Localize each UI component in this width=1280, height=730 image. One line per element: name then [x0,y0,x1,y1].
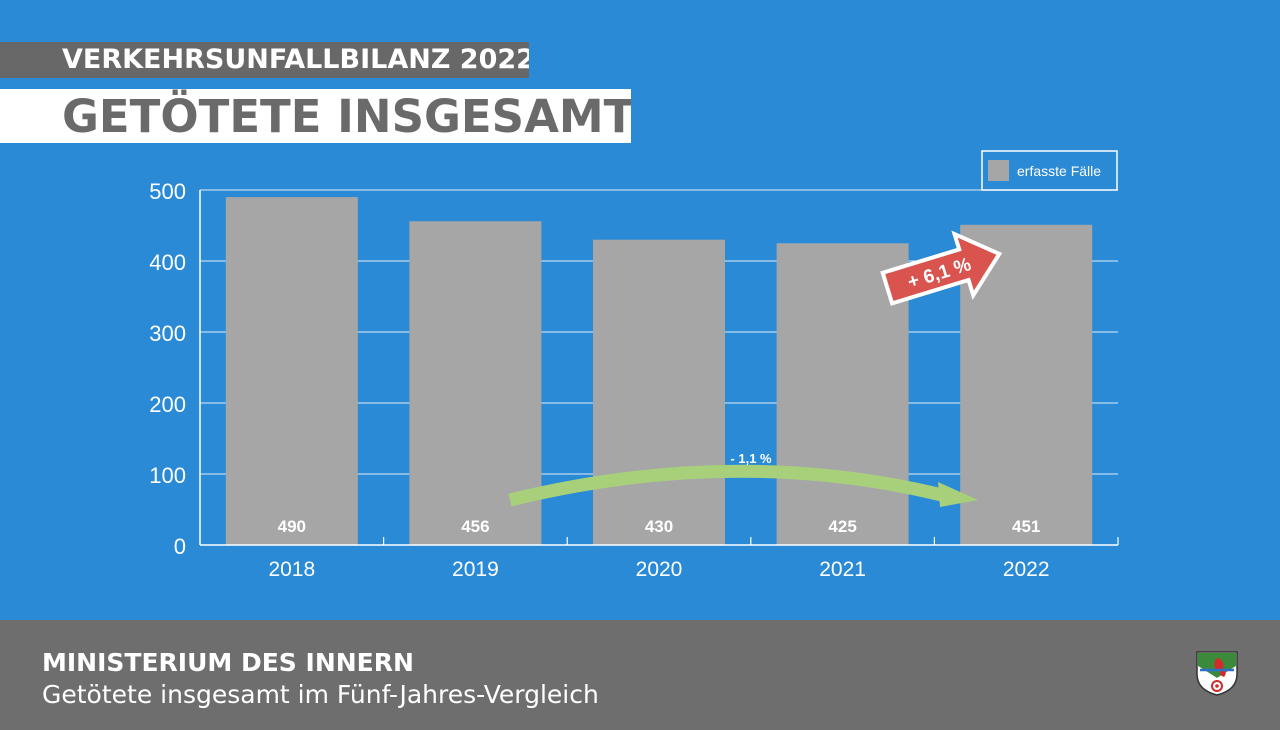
nrw-crest-icon [1196,651,1238,696]
data-label: 456 [461,517,489,536]
x-tick-label: 2022 [1003,558,1050,581]
y-tick-label: 300 [149,321,186,346]
data-label: 425 [828,517,856,536]
trend-arrow: - 1,1 % [508,451,978,507]
header-kicker: VERKEHRSUNFALLBILANZ 2022 [0,42,529,78]
y-tick-label: 200 [149,392,186,417]
y-tick-label: 0 [174,534,186,559]
x-tick-label: 2021 [819,558,866,581]
data-label: 490 [278,517,306,536]
x-tick-label: 2020 [636,558,683,581]
y-tick-label: 400 [149,250,186,275]
footer-subtitle: Getötete insgesamt im Fünf-Jahres-Vergle… [42,680,599,709]
y-tick-label: 500 [149,179,186,204]
y-tick-label: 100 [149,463,186,488]
axes: 0 100 200 300 400 500 2018 2019 2020 2021 2022 [149,179,1119,581]
bar [225,197,358,545]
legend: erfasste Fälle [981,150,1118,191]
bar [593,239,725,545]
data-label: 451 [1012,517,1040,536]
bar-chart: 490 456 430 425 451 0 100 200 300 400 500 2018 2019… [149,150,1119,581]
page-title: GETÖTETE INSGESAMT [0,89,631,143]
footer: MINISTERIUM DES INNERN Getötete insgesam… [0,620,1280,730]
bar [776,243,909,545]
footer-organization: MINISTERIUM DES INNERN [42,648,414,677]
bar-series: 490 456 430 425 451 [225,197,1093,546]
legend-label: erfasste Fälle [1017,163,1101,179]
data-label: 430 [645,517,673,536]
x-tick-label: 2019 [452,558,499,581]
bar [409,221,542,546]
x-tick-label: 2018 [268,558,315,581]
legend-swatch [988,160,1009,181]
trend-label: - 1,1 % [730,451,772,466]
